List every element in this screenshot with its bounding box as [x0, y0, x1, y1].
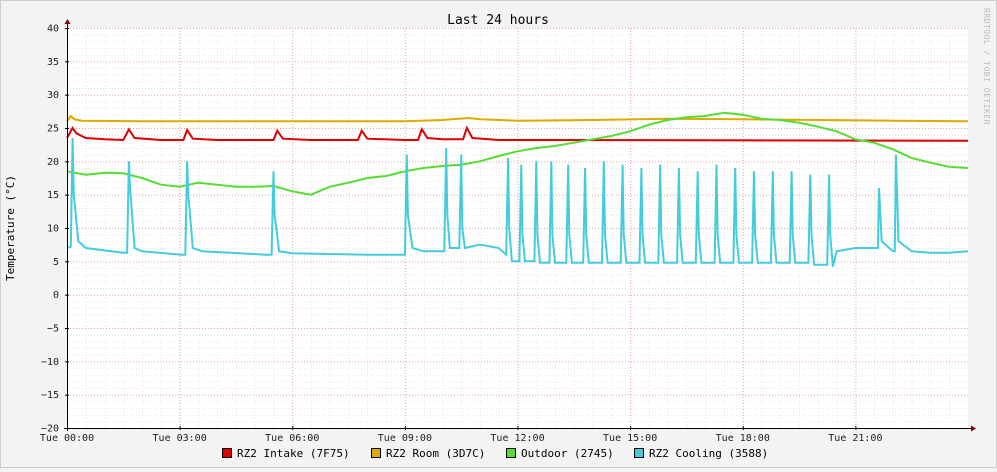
axes [64, 19, 976, 432]
legend-swatch-3 [634, 448, 644, 458]
series-line-3 [66, 137, 969, 267]
y-tick-label: 40 [47, 24, 59, 35]
chart-title: Last 24 hours [447, 13, 549, 28]
x-tick-label: Tue 21:00 [828, 433, 882, 444]
y-tick-label: 25 [47, 124, 59, 135]
y-tick-labels: −20 −15 −10 −5 0 5 10 15 20 25 30 35 40 [41, 24, 59, 435]
series-lines [66, 111, 969, 267]
legend: RZ2 Intake (7F75) RZ2 Room (3D7C) Outdoor … [222, 447, 768, 460]
series-line-1 [66, 114, 969, 123]
y-tick-label: 35 [47, 57, 59, 68]
watermark: RRDTOOL / TOBI OETIKER [982, 8, 991, 125]
series-line-2 [66, 111, 969, 196]
series-line-0 [66, 125, 969, 142]
legend-label-2: Outdoor (2745) [521, 447, 614, 460]
y-tick-label: 10 [47, 224, 59, 235]
y-tick-label: −10 [41, 357, 59, 368]
x-tick-label: Tue 06:00 [265, 433, 319, 444]
x-tick-label: Tue 09:00 [378, 433, 432, 444]
y-axis-label: Temperature (°C) [4, 175, 17, 281]
y-tick-label: 0 [53, 290, 59, 301]
legend-swatch-0 [222, 448, 232, 458]
grid [67, 28, 968, 429]
legend-swatch-2 [506, 448, 516, 458]
x-tick-label: Tue 03:00 [153, 433, 207, 444]
y-tick-label: −20 [41, 424, 59, 435]
y-tick-label: −15 [41, 390, 59, 401]
x-tick-label: Tue 15:00 [603, 433, 657, 444]
x-axis-arrow [971, 425, 976, 432]
legend-label-0: RZ2 Intake (7F75) [237, 447, 350, 460]
y-axis-arrow [64, 19, 71, 24]
x-tick-label: Tue 12:00 [490, 433, 544, 444]
legend-swatch-1 [371, 448, 381, 458]
y-tick-label: 15 [47, 190, 59, 201]
x-tick-labels: Tue 00:00 Tue 03:00 Tue 06:00 Tue 09:00 Tue … [40, 433, 883, 444]
legend-label-3: RZ2 Cooling (3588) [649, 447, 768, 460]
y-tick-label: 20 [47, 157, 59, 168]
x-tick-label: Tue 00:00 [40, 433, 94, 444]
x-tick-label: Tue 18:00 [716, 433, 770, 444]
y-tick-label: 30 [47, 90, 59, 101]
y-tick-label: −5 [47, 324, 59, 335]
y-tick-label: 5 [53, 257, 59, 268]
legend-label-1: RZ2 Room (3D7C) [386, 447, 485, 460]
